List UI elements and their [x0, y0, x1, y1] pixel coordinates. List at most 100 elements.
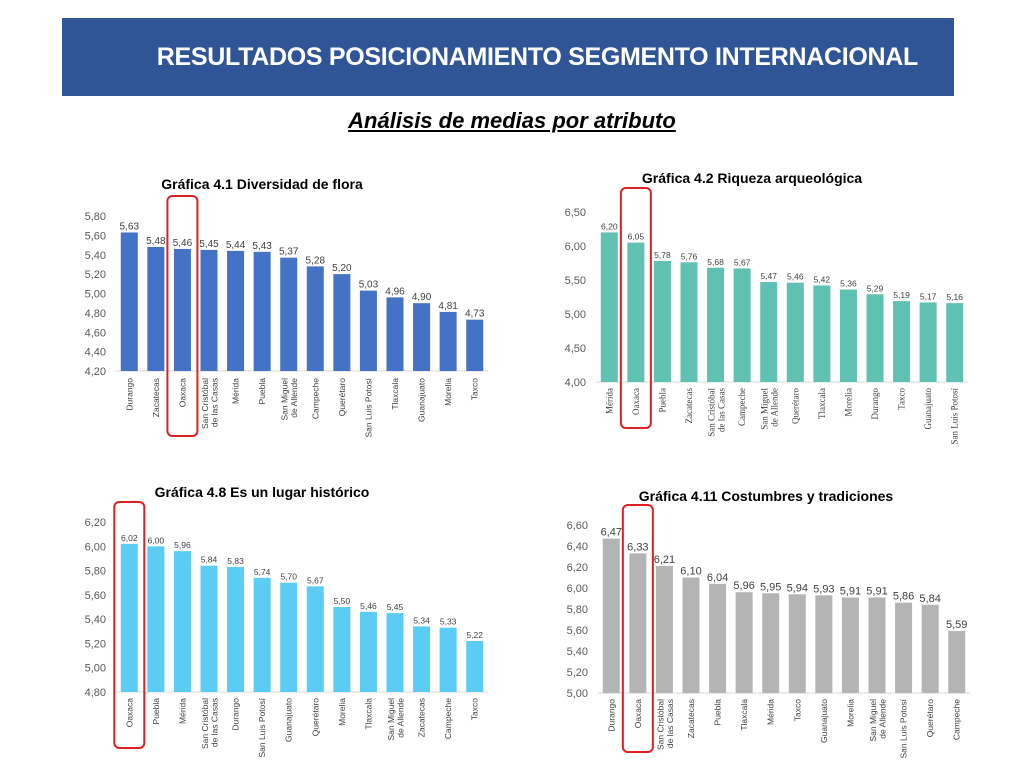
bar: [813, 285, 831, 382]
bar: [839, 289, 857, 382]
bar: [629, 553, 647, 693]
page-title: RESULTADOS POSICIONAMIENTO SEGMENTO INTE…: [156, 42, 919, 71]
x-tick-label: Campeche: [952, 699, 962, 740]
data-label: 5,17: [920, 291, 937, 301]
bar: [439, 627, 457, 692]
chart-title: Gráfica 4.8 Es un lugar histórico: [154, 484, 370, 500]
bar: [707, 267, 725, 382]
y-tick-label: 5,60: [85, 230, 106, 242]
x-tick-label: Morelia: [843, 388, 853, 417]
chart-svg: 4,80 5,00 5,20 5,40 5,60 5,80 6,00 6,20 6,02 Oaxa…: [85, 501, 488, 758]
x-tick-label-line: Tlaxcala: [817, 388, 827, 419]
bar: [306, 266, 324, 371]
x-tick-label-line: Durango: [231, 698, 241, 731]
data-label: 5,46: [787, 272, 804, 282]
y-tick-label: 6,00: [567, 583, 588, 595]
data-label: 5,91: [840, 585, 861, 597]
bar: [655, 565, 673, 693]
data-label: 5,42: [814, 274, 831, 284]
bar: [173, 248, 191, 371]
x-tick-label: Oaxaca: [124, 698, 134, 728]
x-tick-label-line: Tlaxcala: [363, 698, 373, 730]
x-tick-label-line: Puebla: [151, 698, 161, 725]
x-tick-label: San Luis Potosí: [363, 377, 373, 437]
chart-riqueza-arqueologica: Gráfica 4.2 Riqueza arqueológica 4,00 4,5…: [552, 166, 972, 466]
x-tick-label-line: Guanajuato: [923, 388, 933, 430]
x-tick-label: Oaxaca: [177, 378, 187, 408]
highlight-box: [621, 504, 654, 753]
x-tick-label: Querétaro: [925, 699, 935, 738]
bar: [120, 232, 138, 371]
bar: [306, 586, 324, 692]
x-tick-label-line: San Cristóbal: [655, 699, 665, 750]
chart-svg: 4,20 4,40 4,60 4,80 5,00 5,20 5,40 5,60 5,80 5,63…: [85, 195, 488, 438]
x-tick-label: Puebla: [151, 698, 161, 725]
x-tick-label: Mérida: [177, 698, 187, 724]
bar: [253, 577, 271, 692]
x-tick-label-line: Querétaro: [925, 699, 935, 738]
x-tick-label-line: Oaxaca: [631, 388, 641, 415]
bar: [466, 319, 484, 371]
x-tick-label-line: Mérida: [177, 698, 187, 724]
bar: [735, 592, 753, 693]
x-tick-label: San Miguelde Allende: [760, 388, 780, 430]
chart-diversidad-flora: Gráfica 4.1 Diversidad de flora 4,20 4,40…: [72, 172, 492, 462]
bar: [815, 595, 833, 693]
x-tick-label-line: Puebla: [657, 388, 667, 413]
x-tick-label: Tlaxcala: [739, 699, 749, 731]
bar: [733, 268, 751, 382]
x-tick-label-line: Durango: [606, 699, 616, 732]
x-tick-label-line: de las Casas: [717, 388, 727, 432]
y-tick-label: 5,40: [85, 614, 106, 626]
x-tick-label: San Cristóbalde las Casas: [655, 699, 675, 750]
x-tick-label-line: San Miguel: [386, 698, 396, 741]
bar: [227, 566, 245, 692]
x-tick-label-line: de las Casas: [210, 378, 220, 427]
y-tick-label: 4,00: [565, 377, 586, 389]
x-tick-label: Campeche: [737, 388, 747, 426]
x-tick-label: San Cristóbalde las Casas: [200, 698, 220, 749]
highlight-box: [113, 501, 146, 749]
bar: [333, 274, 351, 371]
x-tick-label-line: Puebla: [257, 378, 267, 405]
x-tick-label-line: Zacatecas: [684, 388, 694, 424]
x-tick-label-line: Morelia: [443, 378, 453, 406]
data-label: 5,84: [919, 593, 940, 605]
data-label: 6,21: [654, 554, 675, 566]
x-tick-label-line: San Miguel: [760, 388, 770, 430]
x-tick-label: Campeche: [310, 378, 320, 419]
y-tick-label: 5,00: [567, 688, 588, 700]
x-tick-label-line: Oaxaca: [177, 378, 187, 408]
x-tick-label-line: Taxco: [470, 378, 480, 400]
bar: [413, 303, 431, 371]
data-label: 5,76: [681, 251, 698, 261]
bar: [653, 260, 671, 382]
y-tick-label: 6,20: [85, 517, 106, 529]
data-label: 5,16: [946, 292, 963, 302]
bar: [948, 631, 966, 693]
x-tick-label: Morelia: [337, 698, 347, 726]
y-tick-label: 5,20: [85, 269, 106, 281]
bar: [147, 247, 165, 371]
bar: [333, 607, 351, 692]
data-label: 5,96: [174, 540, 191, 550]
data-label: 5,33: [440, 617, 457, 627]
y-tick-label: 6,00: [85, 541, 106, 553]
x-tick-label-line: Querétaro: [790, 388, 800, 424]
data-label: 5,50: [334, 596, 351, 606]
data-label: 5,29: [867, 283, 884, 293]
y-tick-label: 5,20: [567, 667, 588, 679]
data-label: 6,47: [601, 527, 622, 539]
highlight-box: [619, 187, 652, 429]
bar: [147, 546, 165, 692]
bar: [439, 311, 457, 371]
x-tick-label: San Luis Potosí: [899, 698, 909, 758]
x-tick-label: San Miguelde Allende: [280, 378, 300, 421]
y-tick-label: 5,60: [85, 590, 106, 602]
y-tick-label: 5,00: [85, 663, 106, 675]
x-tick-label-line: de Allende: [289, 378, 299, 418]
data-label: 5,67: [307, 575, 324, 585]
x-tick-label: San Luis Potosí: [257, 697, 267, 757]
x-tick-label: Taxco: [897, 388, 907, 410]
bar: [893, 301, 911, 382]
